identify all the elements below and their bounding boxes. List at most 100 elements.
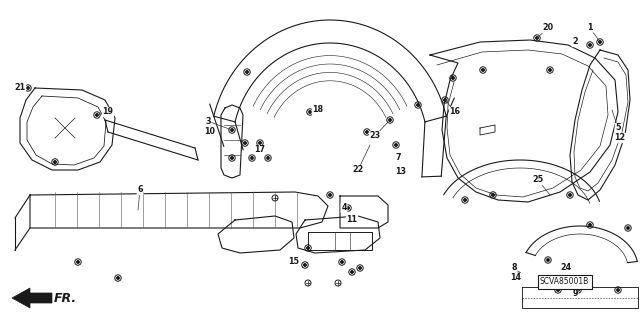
- Circle shape: [589, 224, 591, 226]
- Text: 19: 19: [102, 108, 113, 116]
- Circle shape: [349, 269, 355, 275]
- Circle shape: [303, 263, 307, 266]
- Circle shape: [534, 35, 540, 41]
- Circle shape: [388, 119, 392, 122]
- Circle shape: [463, 198, 467, 201]
- Circle shape: [490, 192, 496, 198]
- Circle shape: [259, 142, 262, 145]
- Circle shape: [347, 207, 349, 210]
- Text: 8: 8: [511, 263, 517, 272]
- Circle shape: [335, 280, 341, 286]
- Circle shape: [598, 41, 602, 43]
- Circle shape: [492, 194, 495, 197]
- Text: 23: 23: [369, 131, 381, 140]
- Circle shape: [515, 272, 521, 278]
- Circle shape: [452, 77, 454, 79]
- Circle shape: [625, 225, 631, 231]
- Circle shape: [364, 129, 370, 135]
- Circle shape: [229, 155, 236, 161]
- Circle shape: [480, 67, 486, 73]
- Circle shape: [357, 265, 364, 271]
- Text: 11: 11: [346, 216, 358, 225]
- Text: 4: 4: [341, 204, 347, 212]
- Circle shape: [265, 155, 271, 161]
- Text: 21: 21: [15, 84, 26, 93]
- Circle shape: [77, 261, 79, 263]
- Circle shape: [548, 69, 552, 71]
- Circle shape: [251, 157, 253, 160]
- Text: 17: 17: [255, 145, 266, 154]
- Circle shape: [267, 157, 269, 160]
- Circle shape: [575, 287, 581, 293]
- Circle shape: [536, 37, 538, 40]
- Circle shape: [417, 104, 419, 107]
- Text: 9: 9: [572, 288, 578, 298]
- Circle shape: [54, 160, 56, 163]
- Circle shape: [308, 111, 312, 114]
- Circle shape: [393, 142, 399, 148]
- Text: 25: 25: [532, 175, 543, 184]
- Circle shape: [545, 257, 551, 263]
- Circle shape: [616, 289, 620, 292]
- Circle shape: [302, 262, 308, 268]
- Circle shape: [257, 140, 263, 146]
- Circle shape: [450, 75, 456, 81]
- Circle shape: [242, 140, 248, 146]
- Circle shape: [345, 205, 351, 211]
- Text: 24: 24: [561, 263, 572, 272]
- Text: 2: 2: [572, 38, 578, 47]
- Circle shape: [394, 144, 397, 146]
- Circle shape: [481, 69, 484, 71]
- Circle shape: [94, 112, 100, 118]
- Text: 22: 22: [353, 166, 364, 174]
- Circle shape: [246, 70, 248, 73]
- Circle shape: [442, 97, 448, 103]
- Text: 7: 7: [396, 153, 401, 162]
- Text: 3: 3: [205, 117, 211, 127]
- Circle shape: [568, 194, 572, 197]
- Circle shape: [328, 194, 332, 197]
- Circle shape: [339, 259, 345, 265]
- Circle shape: [589, 44, 591, 47]
- Circle shape: [547, 259, 550, 262]
- Circle shape: [272, 195, 278, 201]
- Circle shape: [327, 192, 333, 198]
- Circle shape: [116, 277, 120, 279]
- Circle shape: [557, 289, 559, 292]
- Circle shape: [25, 85, 31, 91]
- Circle shape: [305, 280, 311, 286]
- Circle shape: [244, 142, 246, 145]
- Circle shape: [547, 67, 553, 73]
- Circle shape: [567, 192, 573, 198]
- Circle shape: [596, 39, 604, 45]
- Polygon shape: [12, 288, 52, 308]
- Circle shape: [415, 102, 421, 108]
- Circle shape: [27, 86, 29, 89]
- Text: 1: 1: [588, 24, 593, 33]
- Text: SCVA85001B: SCVA85001B: [540, 278, 589, 286]
- Circle shape: [351, 271, 353, 273]
- Circle shape: [230, 129, 234, 131]
- Circle shape: [358, 267, 362, 270]
- Circle shape: [516, 274, 520, 277]
- Circle shape: [229, 127, 236, 133]
- Text: 5: 5: [615, 123, 621, 132]
- Text: 15: 15: [289, 257, 300, 266]
- Text: 16: 16: [449, 108, 461, 116]
- Circle shape: [115, 275, 121, 281]
- Circle shape: [627, 226, 630, 229]
- Text: 12: 12: [614, 133, 625, 143]
- Circle shape: [340, 261, 344, 263]
- Circle shape: [462, 197, 468, 203]
- Circle shape: [555, 287, 561, 293]
- Circle shape: [307, 109, 313, 115]
- Circle shape: [95, 114, 99, 116]
- Circle shape: [444, 99, 447, 101]
- Circle shape: [244, 69, 250, 75]
- Text: 10: 10: [205, 128, 216, 137]
- Text: 18: 18: [312, 106, 324, 115]
- Circle shape: [577, 289, 579, 292]
- Text: 20: 20: [543, 24, 554, 33]
- Circle shape: [387, 117, 393, 123]
- Circle shape: [249, 155, 255, 161]
